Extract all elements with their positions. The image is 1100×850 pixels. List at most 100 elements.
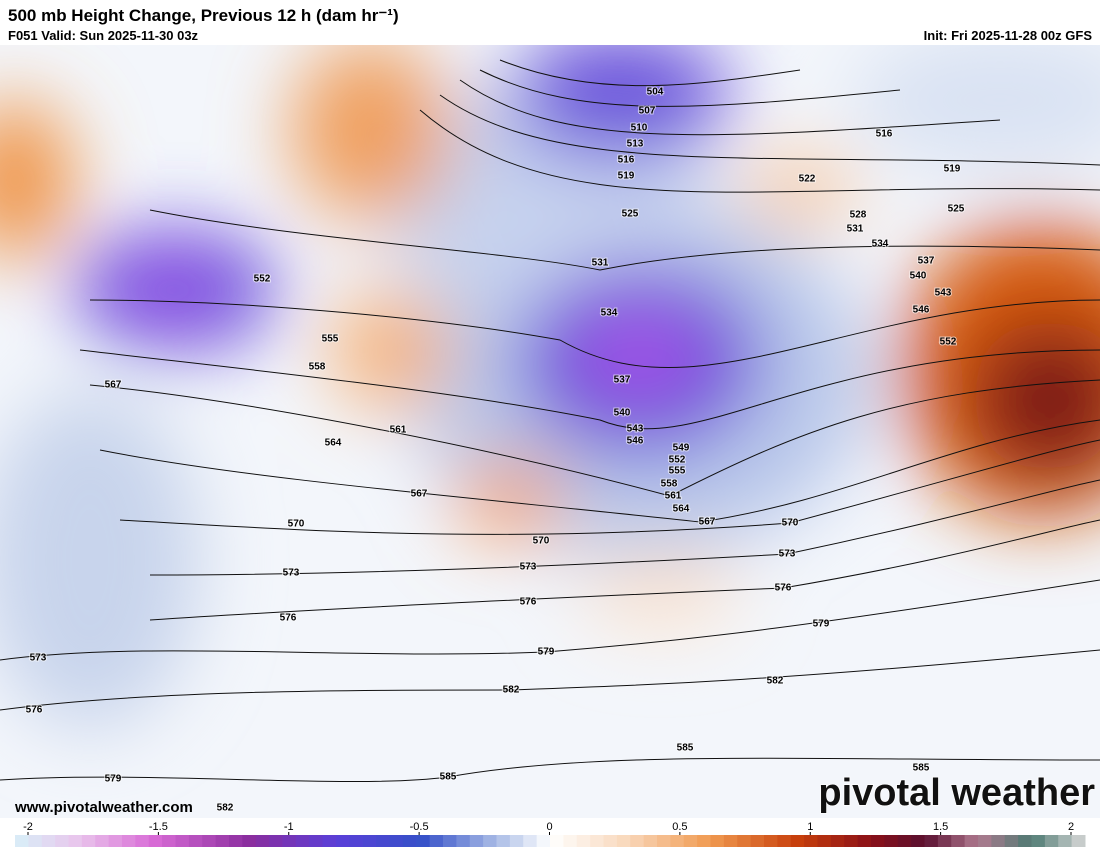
colorbar-swatch <box>469 835 484 847</box>
contour-label: 582 <box>767 676 784 687</box>
contour-label: 516 <box>618 155 635 166</box>
contour-label: 558 <box>309 362 326 373</box>
colorbar-tick-label: -2 <box>23 821 33 833</box>
colorbar-swatch <box>95 835 110 847</box>
contour-label: 507 <box>639 106 656 117</box>
contour-label: 540 <box>910 271 927 282</box>
contour-label: 576 <box>520 597 537 608</box>
colorbar-swatch <box>616 835 631 847</box>
contour-label: 543 <box>627 424 644 435</box>
contour-label: 579 <box>813 619 830 630</box>
colorbar-swatch <box>269 835 283 847</box>
map: 504 507 510 513 516 519 516 519 522 525 525 528 531 5… <box>0 45 1100 818</box>
valid-time: F051 Valid: Sun 2025-11-30 03z <box>8 28 199 43</box>
colorbar-swatch <box>175 835 190 847</box>
colorbar-swatch <box>603 835 618 847</box>
colorbar-swatch <box>937 835 952 847</box>
colorbar-swatch <box>777 835 792 847</box>
colorbar-swatch <box>817 835 832 847</box>
contour-label: 585 <box>677 743 694 754</box>
height-change-field <box>0 45 1100 730</box>
contour-label: 585 <box>440 772 457 783</box>
colorbar-swatch <box>683 835 698 847</box>
colorbar-swatch <box>643 835 658 847</box>
colorbar-tick-label: 0 <box>546 821 552 833</box>
colorbar-swatch <box>723 835 738 847</box>
colorbar-swatch <box>389 835 404 847</box>
contour-label: 534 <box>872 239 889 250</box>
colorbar-swatch <box>309 835 324 847</box>
contour-label: 573 <box>520 562 537 573</box>
contour-label: 564 <box>673 504 690 515</box>
contour-label: 570 <box>782 518 799 529</box>
contour-label: 573 <box>283 568 300 579</box>
contour-label: 573 <box>30 653 47 664</box>
colorbar-swatch <box>1058 835 1073 847</box>
contour-label: 570 <box>533 536 550 547</box>
colorbar-swatch <box>563 835 578 847</box>
colorbar-tick-label: 1 <box>807 821 813 833</box>
contour-label: 513 <box>627 139 644 150</box>
colorbar-tick-label: -1.5 <box>149 821 168 833</box>
colorbar-swatch <box>978 835 992 847</box>
colorbar-swatch <box>804 835 818 847</box>
colorbar-swatch <box>670 835 685 847</box>
colorbar-swatch <box>416 835 431 847</box>
colorbar-swatch <box>590 835 604 847</box>
contour-label: 582 <box>503 685 520 696</box>
colorbar-swatch <box>844 835 859 847</box>
contour-label: 504 <box>647 87 664 98</box>
contour-label: 552 <box>254 274 271 285</box>
contour-label: 546 <box>913 305 930 316</box>
colorbar-swatch <box>229 835 243 847</box>
contour-label: 576 <box>775 583 792 594</box>
colorbar-swatch <box>402 835 417 847</box>
colorbar-swatch <box>911 835 925 847</box>
website: www.pivotalweather.com <box>14 799 193 816</box>
brand-watermark: pivotal weather <box>818 772 1095 814</box>
contour-label: 570 <box>288 519 305 530</box>
height-contours <box>0 59 1100 783</box>
colorbar-tick-label: 2 <box>1068 821 1074 833</box>
contour-label: 558 <box>661 479 678 490</box>
contour-label: 537 <box>918 256 935 267</box>
colorbar-swatch <box>1031 835 1046 847</box>
colorbar-swatch <box>830 835 845 847</box>
contour-label: 567 <box>105 380 122 391</box>
contour-label: 564 <box>325 438 342 449</box>
colorbar-swatch <box>576 835 591 847</box>
contour-label: 552 <box>940 337 957 348</box>
colorbar-swatch <box>322 835 337 847</box>
colorbar-swatch <box>108 835 123 847</box>
colorbar-swatch <box>1071 835 1086 847</box>
colorbar-swatch <box>496 835 511 847</box>
colorbar-swatch <box>456 835 471 847</box>
contour-label: 519 <box>618 171 635 182</box>
colorbar-swatch <box>162 835 176 847</box>
contour-label: 561 <box>665 491 682 502</box>
contour-label: 573 <box>779 549 796 560</box>
contour-label: 525 <box>622 209 639 220</box>
contour-label: 540 <box>614 408 631 419</box>
colorbar-swatch <box>135 835 150 847</box>
contour-label: 555 <box>322 334 339 345</box>
contour-label: 567 <box>411 489 428 500</box>
colorbar: -2 -1.5 -1 -0.5 0 0.5 1 1.5 2 <box>15 821 1086 847</box>
colorbar-swatch <box>737 835 752 847</box>
contour-label: 576 <box>26 705 43 716</box>
colorbar-swatch <box>657 835 671 847</box>
colorbar-swatch <box>188 835 203 847</box>
title: 500 mb Height Change, Previous 12 h (dam… <box>8 6 399 25</box>
contour-label: 534 <box>601 308 618 319</box>
colorbar-swatch <box>362 835 377 847</box>
colorbar-swatch <box>148 835 163 847</box>
contour-label: 537 <box>614 375 631 386</box>
contour-label: 549 <box>673 443 690 454</box>
colorbar-swatch <box>15 835 29 847</box>
colorbar-swatch <box>1044 835 1059 847</box>
contour-label: 555 <box>669 466 686 477</box>
contour-label: 510 <box>631 123 648 134</box>
colorbar-swatch <box>282 835 297 847</box>
colorbar-tick-label: 1.5 <box>933 821 948 833</box>
contour-label: 561 <box>390 425 407 436</box>
